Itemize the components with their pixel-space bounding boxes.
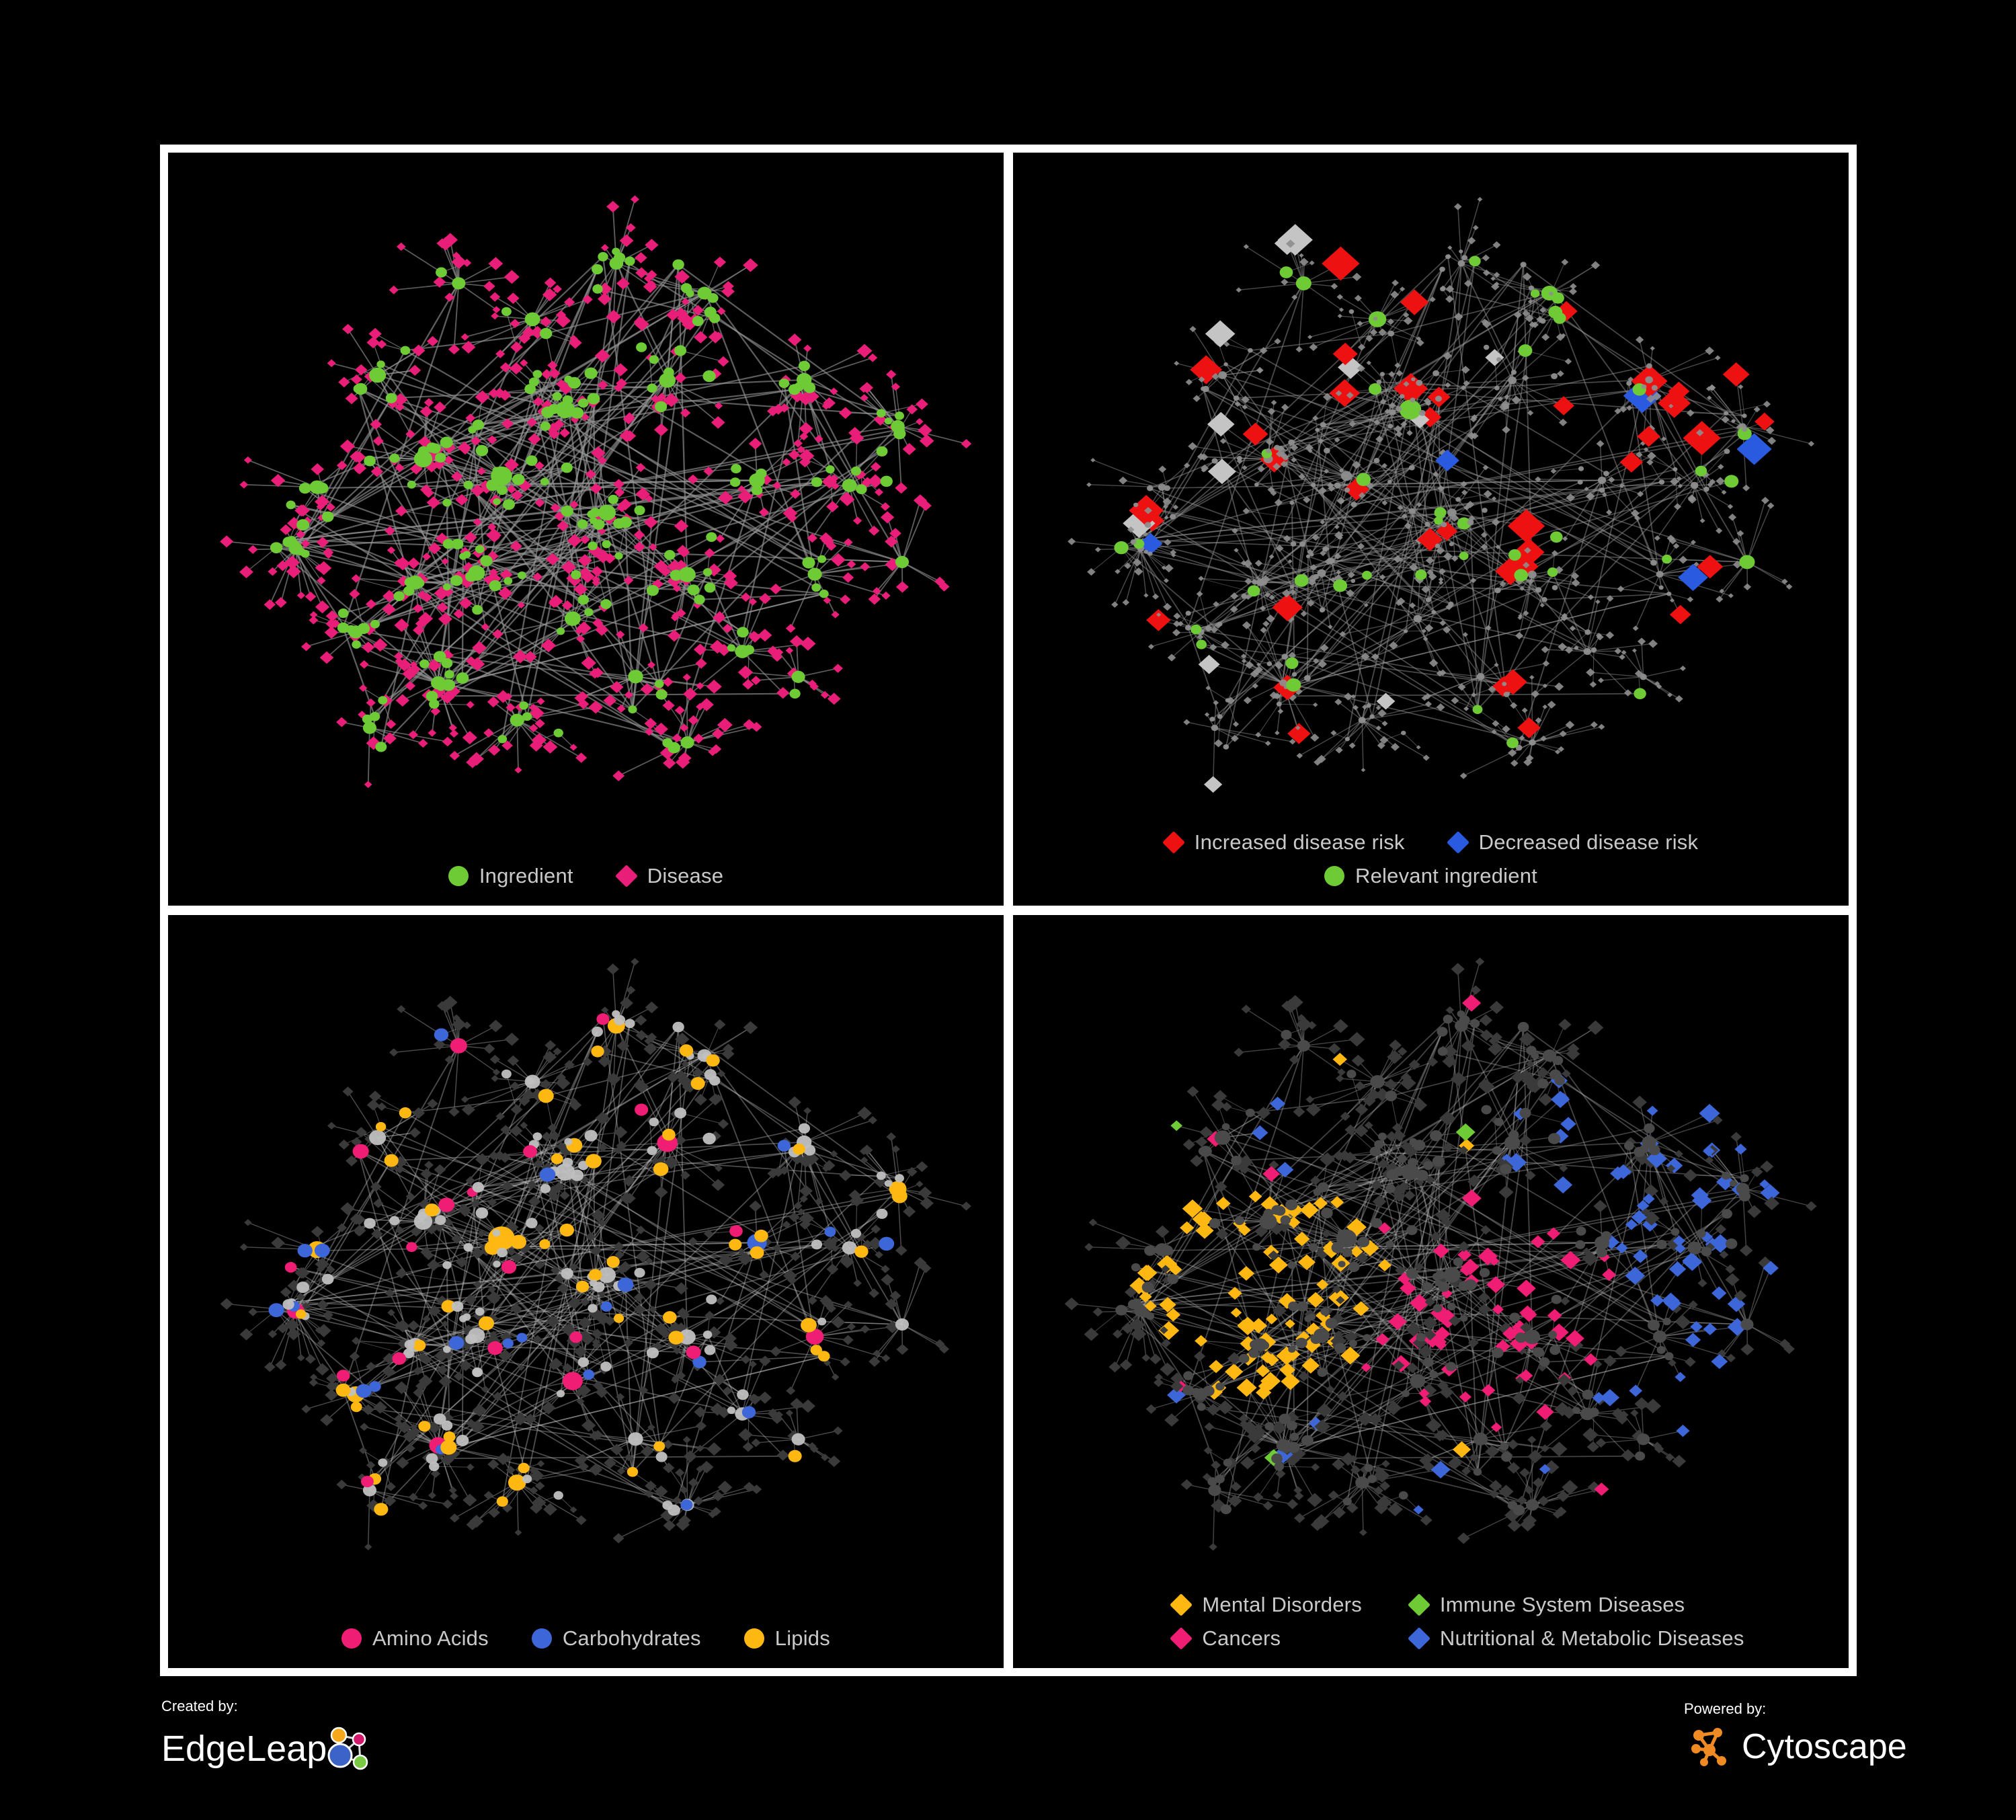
legend-item-amino-acids[interactable]: Amino Acids <box>341 1626 489 1651</box>
legend-label-ingredient: Ingredient <box>479 864 573 887</box>
legend-label-relevant-ingredient: Relevant ingredient <box>1355 864 1537 887</box>
network-canvas-ingredient-class[interactable] <box>168 915 1004 1668</box>
legend-disease-risk: Increased disease risk Decreased disease… <box>1013 830 1849 888</box>
created-by-label: Created by: <box>161 1698 238 1714</box>
carbohydrates-circle-icon <box>531 1628 552 1649</box>
footer: Created by: EdgeLeap Powered by: <box>0 1676 2016 1820</box>
network-canvas-ingredient-disease[interactable] <box>168 153 1004 906</box>
panel-ingredient-disease[interactable]: Ingredient Disease <box>168 153 1004 906</box>
legend-label-amino-acids: Amino Acids <box>372 1626 489 1650</box>
powered-by-label: Powered by: <box>1684 1700 1767 1717</box>
legend-label-metabolic-diseases: Nutritional & Metabolic Diseases <box>1439 1626 1744 1650</box>
panel-disease-class[interactable]: Mental Disorders Immune System Diseases … <box>1013 915 1849 1668</box>
edgeleap-network-logo-icon <box>320 1718 378 1779</box>
increased-risk-diamond-icon <box>1162 831 1185 854</box>
figure-grid: Ingredient Disease Increased disease ris… <box>160 145 1857 1676</box>
legend-item-increased-risk[interactable]: Increased disease risk <box>1162 830 1405 855</box>
legend-item-lipids[interactable]: Lipids <box>743 1626 830 1651</box>
cytoscape-wordmark: Cytoscape <box>1742 1727 1907 1766</box>
legend-label-immune-system-diseases: Immune System Diseases <box>1439 1593 1685 1616</box>
decreased-risk-diamond-icon <box>1446 831 1469 854</box>
legend-label-decreased-risk: Decreased disease risk <box>1478 830 1699 854</box>
cancers-diamond-icon <box>1170 1627 1193 1650</box>
legend-item-ingredient[interactable]: Ingredient <box>448 864 573 888</box>
legend-label-lipids: Lipids <box>774 1626 830 1650</box>
legend-item-relevant-ingredient[interactable]: Relevant ingredient <box>1324 864 1537 888</box>
legend-item-carbohydrates[interactable]: Carbohydrates <box>531 1626 701 1651</box>
amino-acids-circle-icon <box>341 1628 362 1649</box>
edgeleap-brand[interactable]: Created by: EdgeLeap <box>161 1698 378 1779</box>
legend-item-cancers[interactable]: Cancers <box>1170 1626 1362 1651</box>
panel-ingredient-class[interactable]: Amino Acids Carbohydrates Lipids <box>168 915 1004 1668</box>
legend-item-mental-disorders[interactable]: Mental Disorders <box>1170 1593 1362 1617</box>
cytoscape-logo-icon <box>1684 1720 1732 1772</box>
disease-diamond-icon <box>614 865 638 887</box>
legend-disease-class: Mental Disorders Immune System Diseases … <box>1013 1593 1849 1651</box>
legend-label-increased-risk: Increased disease risk <box>1194 830 1405 854</box>
legend-item-metabolic-diseases[interactable]: Nutritional & Metabolic Diseases <box>1407 1626 1744 1651</box>
metabolic-diseases-diamond-icon <box>1407 1627 1430 1650</box>
legend-label-carbohydrates: Carbohydrates <box>562 1626 701 1650</box>
network-canvas-disease-risk[interactable] <box>1013 153 1849 906</box>
legend-label-cancers: Cancers <box>1202 1626 1281 1650</box>
lipids-circle-icon <box>743 1628 764 1649</box>
mental-disorders-diamond-icon <box>1170 1593 1193 1616</box>
network-canvas-disease-class[interactable] <box>1013 915 1849 1668</box>
ingredient-circle-icon <box>448 866 469 886</box>
legend-label-mental-disorders: Mental Disorders <box>1202 1593 1362 1616</box>
legend-item-decreased-risk[interactable]: Decreased disease risk <box>1446 830 1699 855</box>
cytoscape-brand[interactable]: Powered by: Cytoscape <box>1684 1700 1907 1772</box>
legend-ingredient-class: Amino Acids Carbohydrates Lipids <box>168 1626 1004 1651</box>
legend-item-immune-system-diseases[interactable]: Immune System Diseases <box>1407 1593 1744 1617</box>
immune-system-diseases-diamond-icon <box>1407 1593 1430 1616</box>
legend-label-disease: Disease <box>647 864 724 887</box>
relevant-ingredient-circle-icon <box>1324 866 1345 886</box>
legend-ingredient-disease: Ingredient Disease <box>168 864 1004 888</box>
panel-disease-risk[interactable]: Increased disease risk Decreased disease… <box>1013 153 1849 906</box>
legend-item-disease[interactable]: Disease <box>614 864 724 888</box>
edgeleap-wordmark: EdgeLeap <box>161 1728 327 1769</box>
